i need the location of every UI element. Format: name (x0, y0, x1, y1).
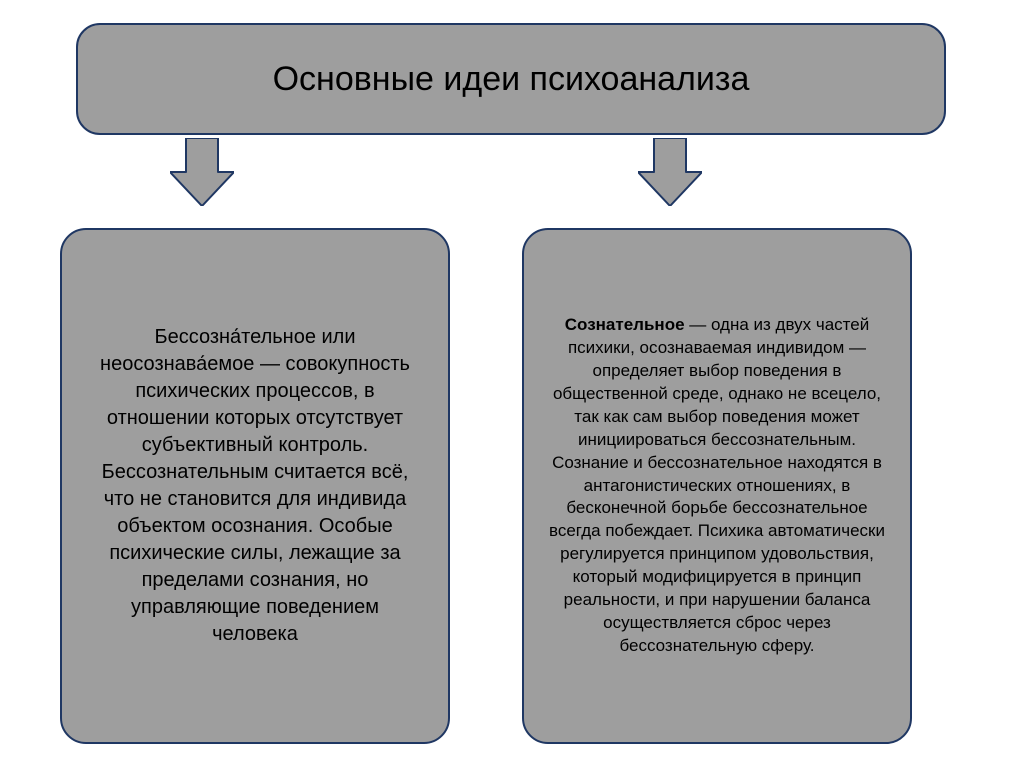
diagram-title-text: Основные идеи психоанализа (273, 60, 750, 99)
arrow-down-left (170, 138, 234, 206)
arrow-down-right (638, 138, 702, 206)
box-conscious-rest: — одна из двух частей психики, осознавае… (549, 315, 885, 655)
diagram-title-box: Основные идеи психоанализа (76, 23, 946, 135)
box-conscious: Сознательное — одна из двух частей психи… (522, 228, 912, 744)
box-conscious-text: Сознательное — одна из двух частей психи… (546, 314, 888, 658)
box-unconscious: Бессозна́тельное или неосознава́емое — с… (60, 228, 450, 744)
box-conscious-lead: Сознательное (565, 315, 685, 334)
box-unconscious-text: Бессозна́тельное или неосознава́емое — с… (86, 324, 424, 648)
arrow-down-shape (170, 138, 234, 206)
arrow-down-shape (638, 138, 702, 206)
